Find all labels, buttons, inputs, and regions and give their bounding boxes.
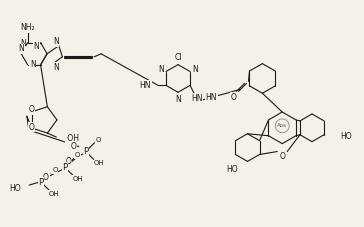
- Text: HN: HN: [206, 93, 217, 102]
- Text: OH: OH: [93, 160, 104, 166]
- Text: HN: HN: [191, 94, 203, 103]
- Text: N: N: [175, 95, 181, 104]
- Text: O: O: [75, 153, 80, 158]
- Text: N: N: [18, 44, 24, 53]
- Text: O: O: [29, 105, 35, 114]
- Text: OH: OH: [49, 191, 59, 197]
- Text: O: O: [52, 167, 58, 173]
- Text: O: O: [279, 152, 285, 161]
- Text: N: N: [53, 63, 59, 72]
- Text: O: O: [96, 137, 101, 143]
- Text: N: N: [20, 39, 25, 48]
- Text: HN: HN: [140, 81, 151, 90]
- Text: O: O: [231, 93, 237, 102]
- Text: OH: OH: [72, 176, 83, 182]
- Text: O: O: [66, 157, 71, 166]
- Text: N: N: [192, 65, 198, 74]
- Text: O: O: [71, 142, 77, 151]
- Text: P: P: [83, 147, 88, 156]
- Text: P: P: [39, 178, 44, 187]
- Text: NH₂: NH₂: [20, 23, 35, 32]
- Text: HO: HO: [226, 165, 238, 174]
- Text: N: N: [30, 60, 36, 69]
- Text: ·OH: ·OH: [65, 135, 79, 143]
- Text: N: N: [158, 65, 164, 74]
- Text: Cl: Cl: [174, 53, 182, 62]
- Text: O: O: [29, 123, 35, 132]
- Text: Aos: Aos: [277, 123, 287, 128]
- Text: P: P: [62, 163, 67, 172]
- Text: N: N: [34, 42, 39, 51]
- Text: O: O: [43, 173, 49, 182]
- Text: HO: HO: [9, 184, 21, 192]
- Text: HO: HO: [340, 132, 352, 141]
- Text: N: N: [53, 37, 59, 46]
